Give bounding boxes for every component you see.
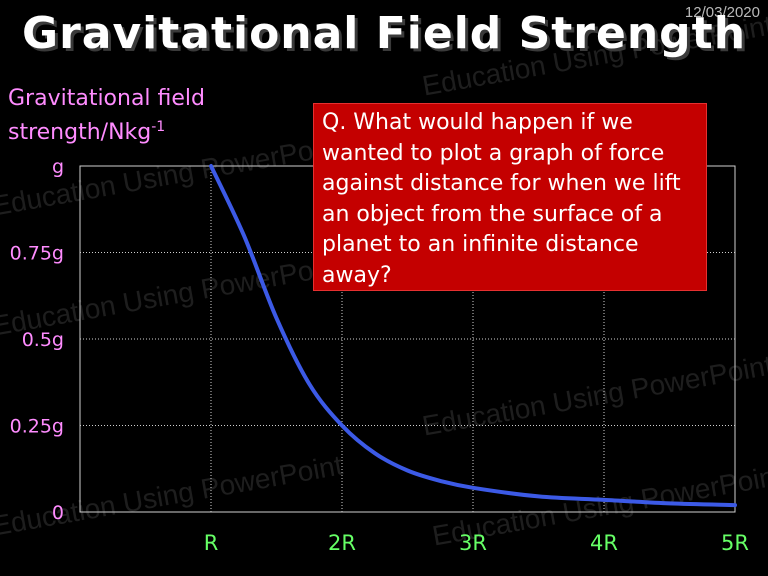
y-tick-labels: g 0.75g 0.5g 0.25g 0 [10, 156, 64, 524]
x-tick-label: 4R [590, 531, 618, 555]
field-strength-curve [209, 164, 737, 508]
x-tick-label: 5R [721, 531, 749, 555]
y-tick-label: 0.5g [22, 329, 64, 351]
slide-title: Gravitational Field Strength [21, 8, 747, 59]
y-tick-label: 0 [52, 502, 64, 524]
y-tick-label: 0.25g [10, 416, 64, 438]
x-tick-label: 2R [328, 531, 356, 555]
y-tick-label: g [52, 156, 64, 178]
question-box: Q. What would happen if we wanted to plo… [313, 103, 707, 291]
x-tick-labels: R 2R 3R 4R 5R [204, 531, 749, 555]
y-axis-label: Gravitational field strength/Nkg-1 [8, 84, 205, 147]
x-tick-label: R [204, 531, 219, 555]
x-tick-label: 3R [459, 531, 487, 555]
y-axis-label-exponent: -1 [151, 119, 166, 135]
y-axis-label-line2: strength/Nkg [8, 120, 152, 145]
y-tick-label: 0.75g [10, 243, 64, 265]
y-axis-label-line1: Gravitational field [8, 86, 206, 111]
slide-date: 12/03/2020 [684, 4, 760, 21]
